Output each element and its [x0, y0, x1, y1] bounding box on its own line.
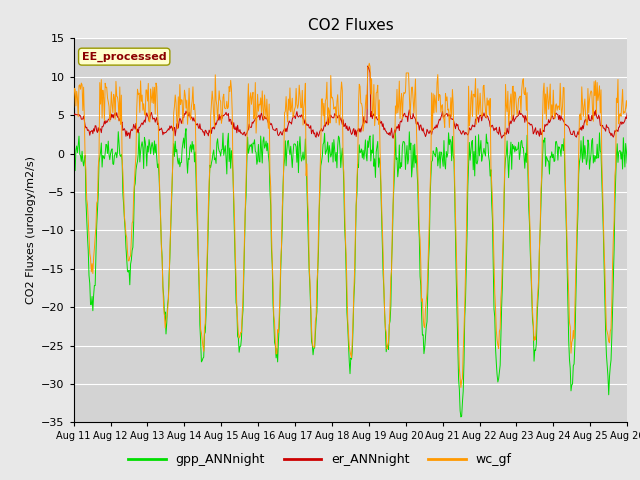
wc_gf	[435, 97, 442, 103]
er_ANNnight	[194, 121, 202, 127]
gpp_ANNnight	[457, 414, 465, 420]
gpp_ANNnight	[194, 229, 202, 235]
er_ANNnight	[435, 116, 443, 122]
Title: CO2 Fluxes: CO2 Fluxes	[308, 18, 393, 33]
er_ANNnight	[80, 113, 88, 119]
Y-axis label: CO2 Fluxes (urology/m2/s): CO2 Fluxes (urology/m2/s)	[26, 156, 35, 304]
gpp_ANNnight	[182, 126, 190, 132]
er_ANNnight	[126, 135, 134, 141]
gpp_ANNnight	[137, 148, 145, 154]
er_ANNnight	[419, 125, 427, 131]
Line: er_ANNnight: er_ANNnight	[74, 66, 627, 138]
gpp_ANNnight	[80, 163, 88, 169]
wc_gf	[222, 106, 230, 111]
wc_gf	[80, 84, 88, 90]
wc_gf	[419, 296, 426, 302]
wc_gf	[365, 60, 373, 66]
Line: gpp_ANNnight: gpp_ANNnight	[74, 129, 627, 417]
er_ANNnight	[364, 63, 372, 69]
wc_gf	[193, 188, 200, 194]
wc_gf	[70, 105, 77, 111]
Text: EE_processed: EE_processed	[82, 51, 166, 62]
gpp_ANNnight	[70, 138, 77, 144]
er_ANNnight	[70, 112, 77, 118]
wc_gf	[623, 106, 631, 111]
gpp_ANNnight	[223, 171, 230, 177]
er_ANNnight	[623, 110, 631, 116]
er_ANNnight	[223, 112, 230, 118]
Legend: gpp_ANNnight, er_ANNnight, wc_gf: gpp_ANNnight, er_ANNnight, wc_gf	[123, 448, 517, 471]
gpp_ANNnight	[419, 332, 426, 338]
gpp_ANNnight	[435, 156, 442, 162]
er_ANNnight	[138, 121, 145, 127]
gpp_ANNnight	[623, 160, 631, 166]
Line: wc_gf: wc_gf	[74, 63, 627, 387]
wc_gf	[137, 78, 145, 84]
wc_gf	[457, 384, 465, 390]
